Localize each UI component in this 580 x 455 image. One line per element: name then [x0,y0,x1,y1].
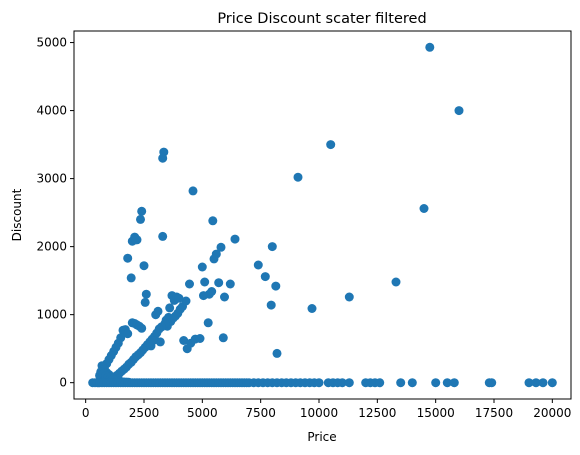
data-point [260,272,270,282]
y-tick-label: 2000 [36,240,67,254]
data-point [214,278,224,288]
data-point [123,329,133,339]
data-point [272,348,282,358]
y-axis-ticks: 0 1000 2000 3000 4000 5000 [36,36,74,390]
data-point [179,336,189,345]
data-point [158,153,168,163]
data-point [209,254,219,264]
data-point [326,140,336,150]
data-point [293,172,303,182]
x-tick-label: 5000 [187,406,218,420]
data-points [88,42,557,388]
data-point [220,292,229,302]
data-point [174,293,184,303]
data-point [123,253,133,263]
data-point [547,378,557,388]
data-point [208,216,218,226]
data-point [203,318,213,328]
data-point [375,378,385,388]
x-tick-label: 12500 [358,406,396,420]
y-tick-label: 4000 [36,104,67,118]
y-tick-label: 1000 [36,308,67,322]
data-point [266,300,276,310]
x-tick-label: 0 [82,406,90,420]
data-point [155,337,165,347]
data-point [230,234,240,244]
data-point [185,279,194,289]
data-point [158,231,168,241]
data-point [136,214,145,224]
data-point [431,378,441,388]
y-tick-label: 5000 [36,36,67,50]
data-point [524,378,534,388]
data-point [271,281,281,291]
data-point [137,206,147,216]
data-point [225,279,235,289]
data-point [199,291,208,301]
data-point [181,296,191,306]
x-tick-label: 10000 [300,406,338,420]
data-point [314,378,324,388]
data-point [344,378,354,388]
data-point [407,378,417,388]
plot-frame [73,30,572,400]
data-point [253,260,263,270]
data-point [197,262,207,272]
data-point [165,303,175,313]
data-point [419,204,429,213]
y-axis-label: Discount [10,188,24,241]
data-point [487,378,497,388]
data-point [344,292,354,302]
x-tick-label: 2500 [129,406,160,420]
x-tick-label: 20000 [533,406,571,420]
data-point [200,277,210,287]
data-point [141,289,151,299]
data-point [216,242,226,252]
data-point [188,186,198,196]
data-point [538,378,548,388]
x-axis-ticks: 0 2500 5000 7500 10000 12500 15000 17500 20000 [82,399,571,420]
data-point [531,378,541,388]
x-tick-label: 15000 [417,406,455,420]
data-point [267,242,277,252]
data-point [148,336,158,345]
data-point [218,333,228,343]
data-point [396,378,406,388]
data-point [425,42,435,52]
data-point [131,235,141,245]
data-point [126,273,136,283]
data-point [139,261,149,271]
data-point [454,106,464,116]
data-point [195,334,205,343]
data-point [442,378,452,388]
x-tick-label: 7500 [245,406,276,420]
x-tick-label: 17500 [475,406,513,420]
data-point [391,277,401,287]
data-point [137,323,147,333]
chart-title: Price Discount scater filtered [217,11,426,27]
data-point [307,304,317,313]
x-axis-label: Price [307,430,336,444]
data-point [140,297,150,307]
data-point [207,287,217,296]
y-tick-label: 3000 [36,172,67,186]
data-point [337,378,347,388]
y-tick-label: 0 [59,376,67,390]
data-point [153,306,163,316]
data-point [449,378,459,388]
